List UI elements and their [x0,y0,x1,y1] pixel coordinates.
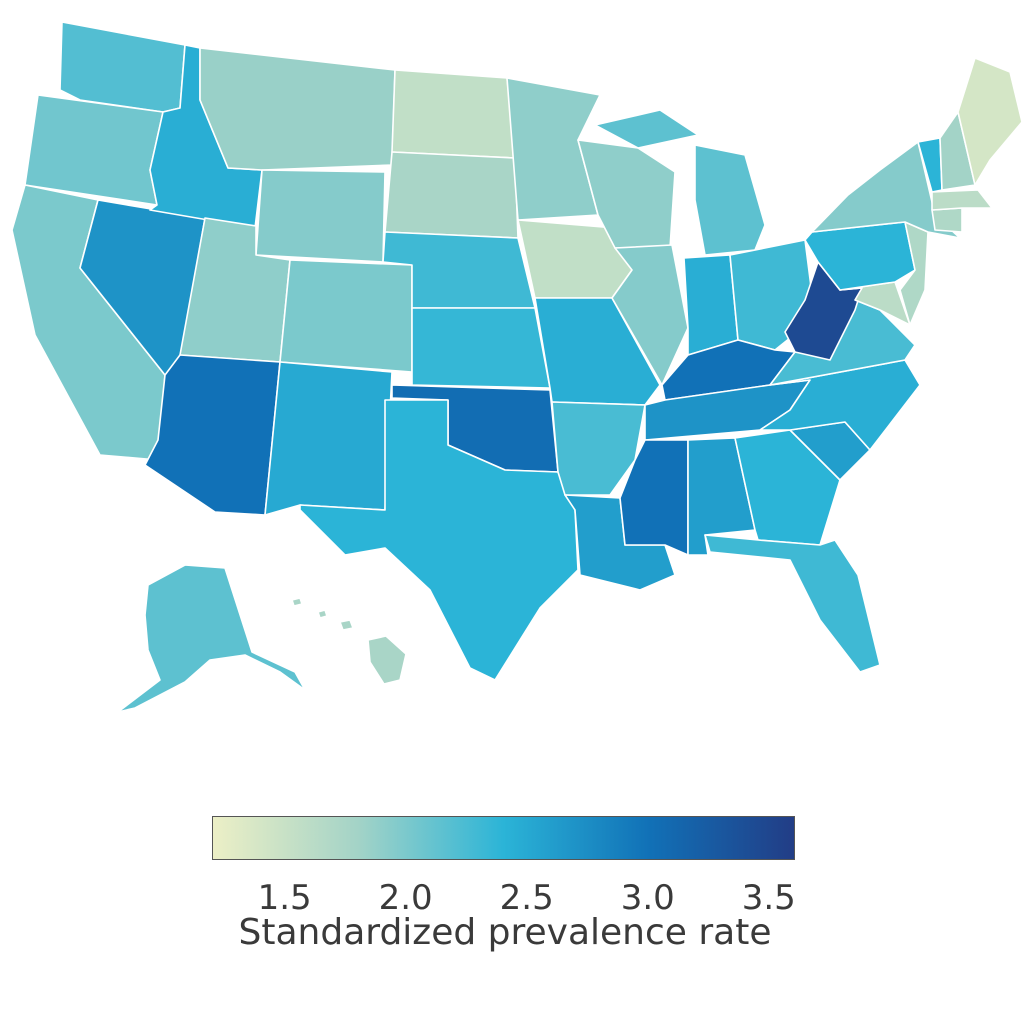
states-layer [11,21,1023,713]
state-indiana [683,254,739,356]
legend-tick-label: 3.0 [620,878,675,918]
legend-tick-label: 2.5 [499,878,554,918]
state-wyoming [255,169,386,263]
state-kansas [411,307,551,389]
state-massachusetts [931,189,993,211]
state-new-mexico [264,361,393,516]
legend-tick-label: 3.5 [741,878,796,918]
state-arizona [144,354,281,516]
state-montana [199,47,396,171]
state-florida [704,534,881,673]
state-south-dakota [384,151,519,239]
state-connecticut [931,207,963,233]
state-washington [59,21,186,113]
legend-tick-label: 1.5 [257,878,312,918]
us-choropleth-map [11,21,1023,713]
state-north-carolina [759,359,921,451]
color-legend: 1.5 2.0 2.5 3.0 3.5 [212,816,796,924]
legend-ticks: 1.5 2.0 2.5 3.0 3.5 [212,878,796,924]
state-maine [957,57,1023,186]
state-north-dakota [391,69,516,159]
state-hawaii [291,597,407,685]
state-colorado [279,259,413,373]
legend-title: Standardized prevalence rate [238,912,772,953]
state-alaska [117,564,306,713]
legend-tick-label: 2.0 [378,878,433,918]
state-texas [299,399,579,681]
legend-color-bar [212,816,795,860]
